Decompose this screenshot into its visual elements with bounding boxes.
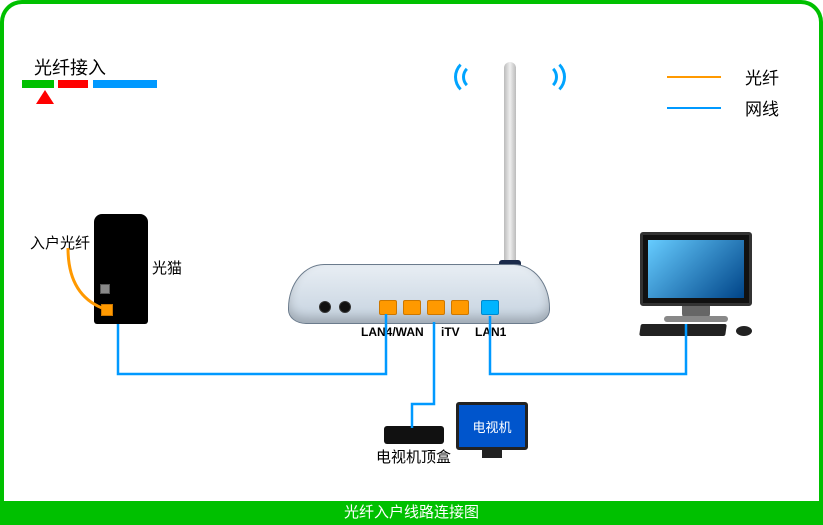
button-icon xyxy=(339,301,351,313)
legend-swatch-fiber xyxy=(667,76,721,78)
legend-item-ethernet: 网线 xyxy=(667,95,779,120)
tv-stand-icon xyxy=(482,450,502,458)
lan1-port-icon xyxy=(481,300,499,315)
keyboard-icon xyxy=(639,324,727,336)
router-icon: LAN4/WAN iTV LAN1 xyxy=(288,264,550,324)
legend: 光纤 网线 xyxy=(667,64,779,126)
antenna-icon xyxy=(504,62,516,270)
wifi-wave-icon xyxy=(454,58,492,96)
legend-label: 网线 xyxy=(745,95,779,120)
port-label-itv: iTV xyxy=(441,325,460,339)
fiber-input-label: 入户光纤 xyxy=(30,232,90,253)
legend-swatch-ethernet xyxy=(667,107,721,109)
port-label-lan4wan: LAN4/WAN xyxy=(361,325,424,339)
tab-underline xyxy=(22,80,157,88)
active-tab-arrow-icon xyxy=(36,90,54,104)
legend-label: 光纤 xyxy=(745,64,779,89)
modem-fiber-port-icon xyxy=(101,304,113,316)
wifi-wave-icon xyxy=(528,58,566,96)
itv-port-icon xyxy=(427,300,445,315)
power-port-icon xyxy=(319,301,331,313)
modem-label: 光猫 xyxy=(152,257,182,278)
lan4-wan-port-icon xyxy=(379,300,397,315)
tab-seg-2 xyxy=(93,80,157,88)
set-top-box-icon xyxy=(384,426,444,444)
connection-type-tab[interactable]: 光纤接入 xyxy=(34,54,106,80)
footer-title: 光纤入户线路连接图 xyxy=(0,501,823,525)
stb-label: 电视机顶盒 xyxy=(376,446,451,467)
tab-seg-0 xyxy=(22,80,54,88)
optical-modem-icon xyxy=(94,214,148,324)
diagram-frame: 光纤接入 光纤 网线 入户光纤 光猫 LAN4/WAN xyxy=(0,0,823,525)
monitor-icon xyxy=(640,232,752,306)
monitor-base-icon xyxy=(664,316,728,322)
lan2-port-icon xyxy=(451,300,469,315)
tv-icon: 电视机 xyxy=(456,402,528,450)
lan3-port-icon xyxy=(403,300,421,315)
tab-seg-1 xyxy=(58,80,88,88)
port-label-lan1: LAN1 xyxy=(475,325,506,339)
legend-item-fiber: 光纤 xyxy=(667,64,779,89)
mouse-icon xyxy=(736,326,752,336)
modem-port-icon xyxy=(100,284,110,294)
tv-label: 电视机 xyxy=(472,417,511,436)
